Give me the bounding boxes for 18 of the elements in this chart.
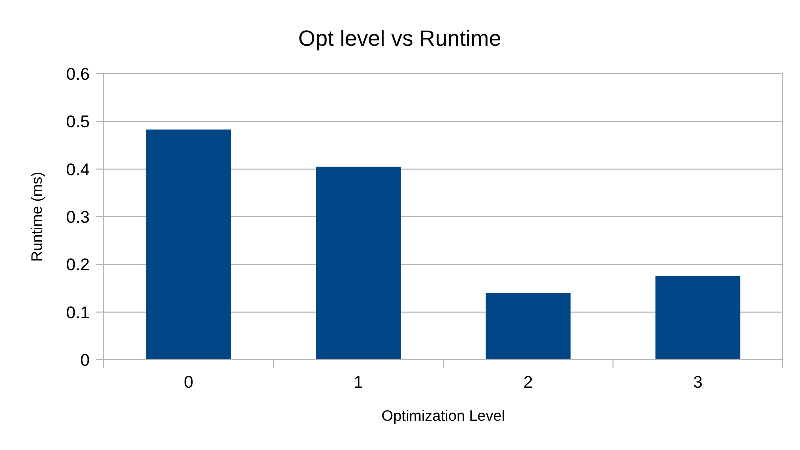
y-tick-label: 0.4: [66, 160, 90, 180]
y-tick-label: 0: [80, 350, 90, 370]
chart-title: Opt level vs Runtime: [298, 26, 502, 51]
y-tick-label: 0.2: [66, 256, 90, 275]
y-tick-label: 0.1: [66, 303, 90, 322]
y-tick-label: 0.3: [66, 208, 90, 227]
x-axis-title: Optimization Level: [382, 408, 506, 425]
x-tick-label: 3: [693, 373, 703, 392]
bar: [656, 276, 741, 360]
bar: [146, 130, 232, 360]
bar: [486, 293, 571, 360]
x-tick-label: 1: [354, 373, 364, 392]
x-tick-label: 2: [524, 373, 534, 392]
y-tick-label: 0.5: [66, 112, 90, 132]
bar: [316, 166, 402, 360]
y-axis-title: Runtime (ms): [29, 172, 46, 262]
x-tick-label: 0: [184, 373, 194, 392]
y-tick-label: 0.6: [66, 64, 90, 84]
